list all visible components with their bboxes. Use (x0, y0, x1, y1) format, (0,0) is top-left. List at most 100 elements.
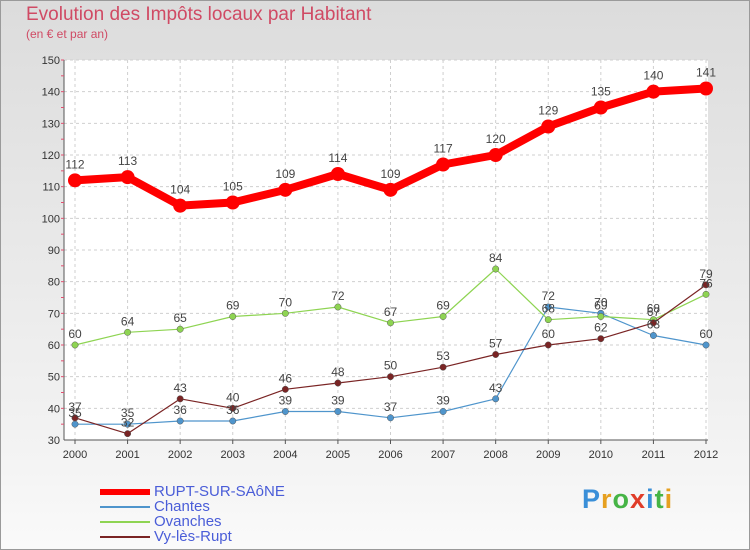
data-label: 63 (647, 318, 661, 332)
data-point (278, 182, 293, 197)
x-tick-label: 2010 (589, 449, 613, 461)
data-label: 70 (594, 295, 608, 309)
logo-letter: r (601, 484, 613, 514)
data-point (229, 404, 237, 412)
data-point (334, 408, 342, 415)
data-label: 48 (331, 365, 345, 379)
data-point (281, 385, 289, 393)
x-tick-label: 2001 (115, 449, 139, 461)
data-label: 120 (486, 132, 506, 146)
data-label: 43 (173, 381, 187, 395)
data-point (387, 373, 394, 381)
legend-swatch-vy-les-rupt (100, 536, 150, 538)
y-tick-label: 50 (48, 372, 60, 384)
data-label: 113 (118, 154, 137, 168)
data-point (334, 379, 342, 387)
data-point (124, 328, 132, 336)
data-point (488, 148, 503, 162)
data-label: 37 (384, 400, 398, 414)
data-label: 79 (699, 267, 713, 281)
data-point (71, 420, 79, 428)
data-label: 72 (331, 289, 345, 303)
data-point (436, 157, 451, 172)
data-label: 64 (121, 314, 135, 328)
data-point (281, 408, 289, 415)
data-label: 40 (226, 390, 240, 404)
data-label: 141 (696, 66, 716, 80)
data-label: 84 (489, 251, 503, 265)
data-label: 129 (538, 104, 558, 118)
data-point (229, 417, 237, 425)
data-point (544, 303, 552, 311)
data-point (383, 182, 398, 197)
data-label: 68 (647, 302, 661, 316)
y-tick-label: 70 (48, 308, 60, 320)
data-label: 32 (121, 416, 135, 430)
y-tick-label: 130 (42, 118, 60, 130)
x-tick-label: 2011 (642, 449, 666, 461)
data-label: 60 (542, 327, 556, 341)
y-tick-label: 30 (48, 435, 60, 447)
logo-letter: i (646, 484, 655, 514)
data-point (439, 408, 447, 415)
x-tick-label: 2006 (378, 449, 402, 461)
legend-label-chantes: Chantes (154, 498, 210, 515)
data-point (124, 420, 132, 428)
legend-label-vy-les-rupt: Vy-lès-Rupt (154, 528, 232, 545)
data-label: 36 (226, 403, 240, 417)
data-point (541, 119, 556, 134)
x-tick-label: 2012 (694, 449, 718, 461)
data-point (492, 265, 500, 273)
data-label: 35 (68, 406, 82, 420)
data-point (124, 430, 132, 438)
y-tick-label: 110 (42, 182, 60, 194)
y-tick-label: 100 (42, 213, 60, 225)
data-label: 60 (68, 327, 82, 341)
x-tick-label: 2000 (63, 449, 87, 461)
y-tick-label: 140 (42, 87, 60, 99)
logo-letter: o (612, 484, 631, 514)
y-tick-label: 90 (48, 245, 60, 257)
data-label: 117 (434, 142, 453, 156)
data-label: 112 (65, 157, 84, 171)
data-label: 114 (328, 151, 347, 165)
data-label: 70 (279, 295, 293, 309)
data-label: 109 (275, 167, 295, 181)
data-point (68, 173, 82, 188)
data-label: 53 (436, 349, 450, 363)
data-point (71, 414, 79, 422)
data-point (225, 195, 240, 210)
logo-letter: t (654, 484, 665, 514)
logo-letter: i (664, 484, 674, 514)
data-point (597, 335, 605, 343)
data-label: 39 (331, 394, 345, 408)
legend-swatch-chantes (100, 506, 150, 508)
data-point (387, 319, 394, 327)
y-tick-label: 120 (42, 150, 60, 162)
data-label: 60 (699, 327, 713, 341)
data-point (176, 395, 184, 403)
data-point (334, 303, 342, 311)
x-tick-label: 2007 (431, 449, 455, 461)
data-point (649, 319, 657, 327)
data-label: 105 (223, 180, 243, 194)
proxiti-logo: Proxiti (582, 484, 673, 515)
data-point (281, 309, 289, 317)
data-point (593, 100, 608, 115)
data-point (597, 313, 605, 320)
data-label: 69 (436, 299, 450, 313)
x-tick-label: 2009 (536, 449, 560, 461)
data-label: 67 (384, 305, 398, 319)
x-tick-label: 2003 (221, 449, 245, 461)
data-point (492, 395, 500, 403)
data-point (702, 341, 710, 349)
data-point (176, 325, 184, 333)
data-point (702, 290, 710, 298)
chart-subtitle: (en € et par an) (26, 27, 109, 41)
data-label: 50 (384, 359, 398, 373)
logo-letter: P (582, 484, 602, 514)
data-point (439, 363, 447, 371)
x-tick-label: 2008 (483, 449, 507, 461)
data-label: 104 (170, 183, 190, 197)
